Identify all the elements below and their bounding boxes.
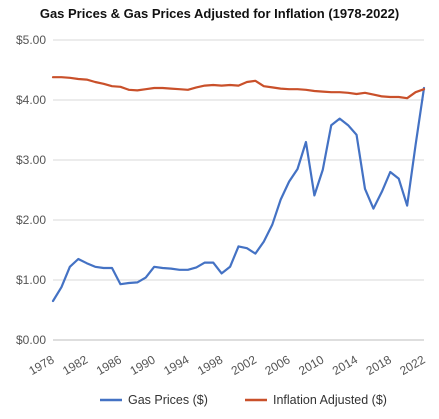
x-tick-label: 2018 [364,352,394,378]
series-line-2 [51,76,426,100]
x-tick-label: 2006 [262,352,292,378]
chart-title: Gas Prices & Gas Prices Adjusted for Inf… [39,6,400,21]
legend: Gas Prices ($) Inflation Adjusted ($) [100,393,387,407]
x-tick-label: 2010 [296,352,326,378]
x-tick-label: 1978 [26,352,56,378]
y-tick-label: $5.00 [16,33,46,47]
x-tick-label: 1994 [161,352,191,378]
x-tick-label: 2002 [229,352,259,378]
legend-label: Inflation Adjusted ($) [273,393,387,407]
x-tick-label: 1990 [128,352,158,378]
x-tick-label: 1986 [94,352,124,378]
y-tick-label: $1.00 [16,273,46,287]
y-axis-ticks: $0.00 $1.00 $2.00 $3.00 $4.00 $5.00 [16,33,46,347]
legend-label: Gas Prices ($) [128,393,208,407]
x-axis-ticks: 1978 1982 1986 1990 1994 1998 2002 2006 2010 2014… [26,352,427,378]
x-tick-label: 2022 [397,352,427,378]
y-tick-label: $4.00 [16,93,46,107]
series-line-1 [51,86,426,303]
x-tick-label: 1982 [60,352,90,378]
x-tick-label: 2014 [330,352,360,378]
series-layer [51,76,426,303]
y-tick-label: $0.00 [16,333,46,347]
y-tick-label: $3.00 [16,153,46,167]
x-tick-label: 1998 [195,352,225,378]
grid-layer [53,39,424,341]
y-tick-label: $2.00 [16,213,46,227]
